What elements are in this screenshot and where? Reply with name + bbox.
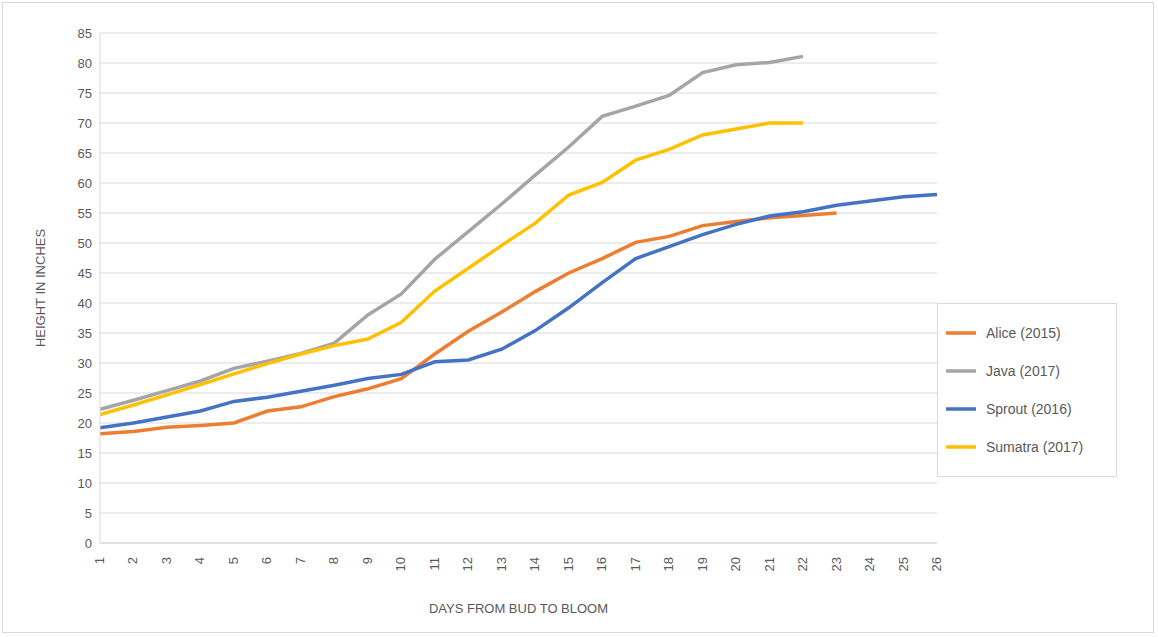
svg-text:25: 25 bbox=[78, 386, 92, 401]
svg-text:DAYS FROM BUD TO BLOOM: DAYS FROM BUD TO BLOOM bbox=[429, 601, 608, 616]
svg-text:10: 10 bbox=[78, 476, 92, 491]
svg-text:35: 35 bbox=[78, 326, 92, 341]
svg-text:20: 20 bbox=[78, 416, 92, 431]
svg-text:12: 12 bbox=[460, 557, 475, 571]
svg-text:22: 22 bbox=[795, 557, 810, 571]
svg-text:13: 13 bbox=[494, 557, 509, 571]
svg-text:2: 2 bbox=[125, 557, 140, 564]
svg-text:30: 30 bbox=[78, 356, 92, 371]
svg-text:14: 14 bbox=[527, 557, 542, 571]
svg-text:9: 9 bbox=[360, 557, 375, 564]
svg-text:75: 75 bbox=[78, 86, 92, 101]
svg-text:24: 24 bbox=[862, 557, 877, 571]
svg-text:19: 19 bbox=[695, 557, 710, 571]
svg-text:8: 8 bbox=[326, 557, 341, 564]
svg-text:70: 70 bbox=[78, 116, 92, 131]
svg-text:65: 65 bbox=[78, 146, 92, 161]
svg-text:10: 10 bbox=[393, 557, 408, 571]
svg-text:40: 40 bbox=[78, 296, 92, 311]
svg-text:20: 20 bbox=[728, 557, 743, 571]
svg-text:3: 3 bbox=[159, 557, 174, 564]
svg-text:6: 6 bbox=[259, 557, 274, 564]
svg-text:50: 50 bbox=[78, 236, 92, 251]
svg-text:80: 80 bbox=[78, 56, 92, 71]
svg-text:15: 15 bbox=[78, 446, 92, 461]
svg-text:85: 85 bbox=[78, 26, 92, 41]
svg-text:45: 45 bbox=[78, 266, 92, 281]
html-text:Alice (2015): Alice (2015) bbox=[986, 325, 1061, 341]
svg-text:18: 18 bbox=[661, 557, 676, 571]
html-text:Sumatra (2017): Sumatra (2017) bbox=[986, 439, 1084, 455]
svg-text:60: 60 bbox=[78, 176, 92, 191]
svg-text:17: 17 bbox=[628, 557, 643, 571]
svg-text:23: 23 bbox=[829, 557, 844, 571]
html-text:Java (2017): Java (2017) bbox=[986, 363, 1060, 379]
svg-text:26: 26 bbox=[929, 557, 944, 571]
svg-text:55: 55 bbox=[78, 206, 92, 221]
svg-text:16: 16 bbox=[594, 557, 609, 571]
svg-text:HEIGHT IN INCHES: HEIGHT IN INCHES bbox=[33, 229, 48, 348]
svg-text:25: 25 bbox=[896, 557, 911, 571]
svg-text:5: 5 bbox=[85, 506, 92, 521]
svg-text:11: 11 bbox=[427, 557, 442, 571]
svg-text:21: 21 bbox=[762, 557, 777, 571]
svg-text:5: 5 bbox=[226, 557, 241, 564]
svg-text:7: 7 bbox=[293, 557, 308, 564]
svg-text:0: 0 bbox=[85, 536, 92, 551]
svg-text:15: 15 bbox=[561, 557, 576, 571]
svg-text:1: 1 bbox=[92, 557, 107, 564]
svg-text:4: 4 bbox=[192, 557, 207, 564]
html-text:Sprout (2016): Sprout (2016) bbox=[986, 401, 1072, 417]
